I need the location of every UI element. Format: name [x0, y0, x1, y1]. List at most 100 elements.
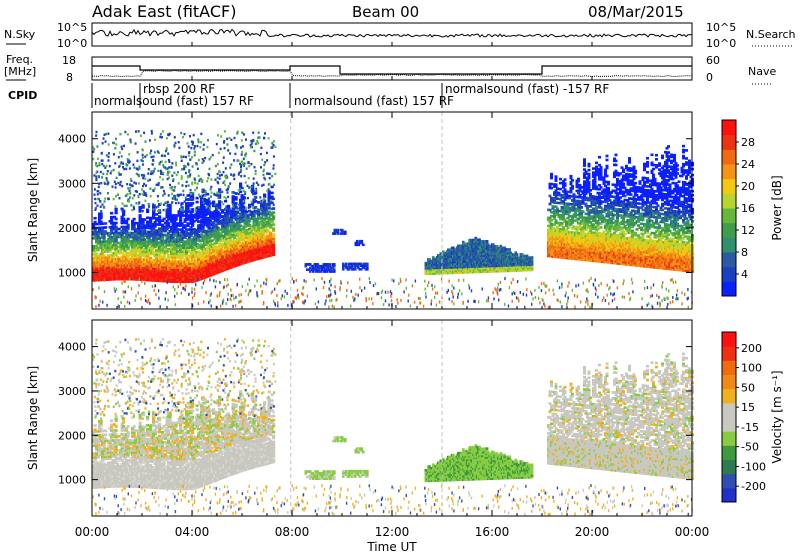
- power-cell: [306, 263, 309, 266]
- power-cell: [267, 196, 271, 199]
- power-cell: [218, 200, 222, 203]
- power-cell: [239, 190, 243, 194]
- power-cell: [112, 153, 115, 156]
- power-cell: [272, 203, 275, 207]
- power-cell: [217, 206, 220, 209]
- power-cell: [185, 204, 189, 207]
- power-cell: [243, 217, 247, 220]
- power-cell: [452, 248, 455, 251]
- power-cell: [206, 243, 210, 246]
- power-cell: [173, 228, 177, 231]
- power-cell: [95, 134, 98, 137]
- power-cell: [114, 229, 118, 233]
- power-cell: [239, 184, 243, 188]
- power-cell: [242, 207, 246, 211]
- power-cell: [315, 263, 318, 266]
- power-cell: [134, 241, 138, 245]
- power-cell: [226, 208, 229, 211]
- power-cell: [180, 214, 184, 217]
- power-cell: [200, 211, 204, 214]
- power-cell: [193, 145, 196, 148]
- power-cell: [318, 270, 321, 273]
- power-cell: [319, 266, 323, 270]
- power-cell: [191, 214, 195, 217]
- power-cell: [152, 241, 156, 244]
- power-cell: [97, 174, 100, 178]
- power-cell: [219, 171, 222, 174]
- power-cell: [132, 243, 136, 247]
- power-cell: [171, 197, 174, 200]
- power-cell: [239, 200, 243, 204]
- power-cell: [530, 258, 534, 261]
- power-cell: [116, 255, 120, 259]
- power-cell: [189, 198, 192, 202]
- power-cell: [157, 209, 159, 213]
- power-cell: [525, 254, 529, 258]
- power-cell: [240, 175, 243, 178]
- power-cell: [162, 208, 165, 212]
- power-cell: [215, 225, 219, 229]
- power-cell: [207, 238, 211, 241]
- power-cell: [96, 234, 100, 238]
- power-cell: [159, 169, 162, 173]
- cpid-mode-2: rbsp 200 RF: [143, 82, 215, 96]
- power-cell: [239, 208, 242, 211]
- power-cell: [229, 182, 232, 185]
- power-cell: [263, 193, 267, 197]
- power-cell: [235, 208, 238, 212]
- power-cell: [166, 200, 169, 204]
- power-cell: [216, 192, 219, 195]
- power-cell: [210, 251, 214, 254]
- power-cell: [92, 150, 95, 153]
- power-cell: [254, 189, 257, 192]
- power-cell: [162, 249, 166, 253]
- power-cell: [260, 146, 263, 149]
- power-cell: [149, 222, 153, 226]
- power-cell: [126, 183, 129, 186]
- power-cell: [122, 227, 126, 231]
- power-cell: [164, 245, 168, 249]
- power-cell: [105, 177, 108, 180]
- power-cell: [198, 178, 201, 181]
- power-cell: [227, 230, 231, 234]
- power-cell: [165, 211, 169, 215]
- power-cell: [195, 196, 199, 200]
- power-cell: [240, 139, 243, 142]
- power-cell: [224, 226, 228, 229]
- power-cell: [167, 231, 171, 235]
- power-cell: [272, 217, 276, 220]
- power-cell: [207, 250, 211, 254]
- power-cell: [116, 193, 119, 196]
- power-cell: [176, 198, 179, 201]
- power-cell: [93, 174, 96, 177]
- power-cell: [187, 176, 190, 179]
- power-cell: [138, 252, 142, 255]
- power-cell: [180, 202, 184, 205]
- power-cell: [165, 219, 169, 223]
- power-cell: [188, 194, 192, 197]
- power-cell: [228, 136, 231, 140]
- power-cell: [212, 230, 216, 234]
- power-cell: [244, 181, 247, 184]
- power-cell: [248, 223, 252, 227]
- power-cell: [252, 234, 256, 238]
- power-cell: [250, 189, 253, 192]
- power-cell: [141, 193, 144, 196]
- power-cell: [219, 208, 222, 211]
- nsearch-tick-bottom: 10^0: [706, 37, 736, 50]
- power-cell: [207, 200, 211, 203]
- power-cell: [206, 241, 210, 244]
- power-cell: [313, 268, 317, 271]
- power-cell: [126, 225, 130, 229]
- power-cell: [210, 185, 213, 189]
- power-cell: [95, 162, 98, 165]
- power-cell: [155, 219, 159, 222]
- power-cell: [114, 182, 117, 186]
- power-cell: [129, 141, 132, 144]
- power-cell: [237, 208, 240, 212]
- power-cell: [260, 218, 264, 221]
- power-cell: [215, 229, 219, 233]
- power-cell: [148, 139, 151, 142]
- power-cell: [99, 216, 103, 220]
- power-cell: [138, 206, 142, 209]
